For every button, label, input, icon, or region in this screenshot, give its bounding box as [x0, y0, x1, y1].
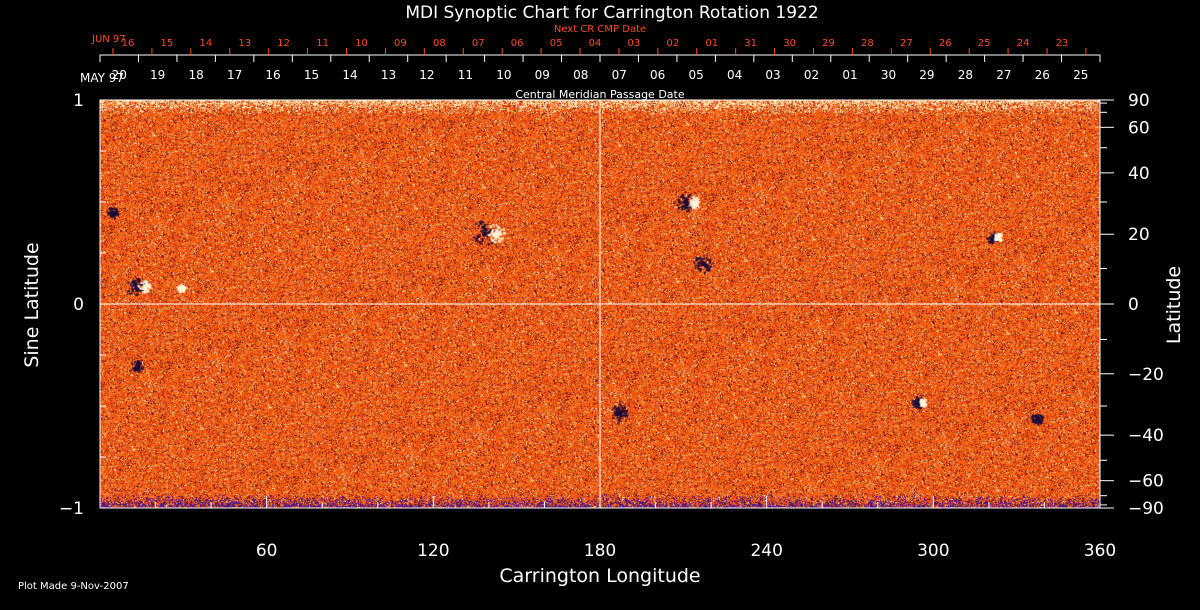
chart-title: MDI Synoptic Chart for Carrington Rotati…	[405, 3, 818, 23]
next-cr-date-label: 01	[705, 38, 718, 49]
y-axis-title-left: Sine Latitude	[21, 242, 43, 367]
cmp-date-label: 29	[919, 68, 934, 82]
right-axis: 90 60 40 20 0 −20 −40 −60 −90	[1100, 91, 1164, 519]
next-cr-date-label: 03	[628, 38, 641, 49]
cmp-date-label: 27	[996, 68, 1011, 82]
cmp-date-label: 17	[227, 68, 242, 82]
x-tick-label: 60	[256, 541, 278, 561]
cmp-date-label: 12	[419, 68, 434, 82]
x-tick-label: 240	[750, 541, 782, 561]
cmp-date-label: 18	[189, 68, 204, 82]
next-cr-date-label: 14	[199, 38, 212, 49]
y-tick-label-right: 60	[1128, 118, 1150, 138]
cmp-date-label: 01	[842, 68, 857, 82]
next-cr-date-label: 13	[238, 38, 251, 49]
plot-made-footer: Plot Made 9-Nov-2007	[18, 581, 129, 592]
next-cr-date-label: 06	[511, 38, 524, 49]
cmp-date-label: 28	[958, 68, 973, 82]
plot-frame	[99, 99, 1101, 509]
cmp-date-label: 20	[112, 68, 127, 82]
next-cr-date-label: 28	[861, 38, 874, 49]
cmp-date-label: 03	[765, 68, 780, 82]
y-tick-label-left: −1	[59, 499, 84, 519]
cmp-date-label: 05	[689, 68, 704, 82]
next-cr-date-label: 29	[822, 38, 835, 49]
y-tick-label-right: −60	[1128, 472, 1164, 492]
next-cr-date-label: 12	[277, 38, 290, 49]
y-tick-label-left: 0	[73, 295, 84, 315]
cmp-date-label: 04	[727, 68, 742, 82]
y-tick-label-right: 90	[1128, 91, 1150, 111]
y-tick-label-right: 40	[1128, 164, 1150, 184]
next-cr-date-label: 10	[355, 38, 368, 49]
next-cr-date-label: 23	[1056, 38, 1069, 49]
cmp-date-label: 13	[381, 68, 396, 82]
next-cr-date-label: 26	[939, 38, 952, 49]
next-cr-label: Next CR CMP Date	[554, 24, 646, 35]
y-tick-label-right: −40	[1128, 426, 1164, 446]
x-tick-label: 120	[417, 541, 449, 561]
cmp-date-label: 16	[265, 68, 280, 82]
top-date-axis: 20 19 18 17 16 15 14 13 12 11 10 09 08 07 06 05 04 03 02 01…	[99, 38, 1101, 82]
cmp-date-label: 08	[573, 68, 588, 82]
x-axis-title: Carrington Longitude	[499, 565, 700, 587]
cmp-date-label: 14	[342, 68, 357, 82]
cmp-date-label: 25	[1073, 68, 1088, 82]
top-axis-label: Central Meridian Passage Date	[515, 88, 684, 101]
month-outer-label: JUN 97	[91, 34, 126, 45]
cmp-date-label: 02	[804, 68, 819, 82]
next-cr-date-label: 02	[666, 38, 679, 49]
cmp-date-label: 09	[535, 68, 550, 82]
month-inner-label: MAY 97	[80, 71, 124, 85]
x-tick-label: 300	[917, 541, 949, 561]
cmp-date-label: 06	[650, 68, 665, 82]
cmp-date-label: 10	[496, 68, 511, 82]
next-cr-date-label: 11	[316, 38, 329, 49]
cmp-date-label: 11	[458, 68, 473, 82]
cmp-date-label: 26	[1035, 68, 1050, 82]
next-cr-date-label: 24	[1017, 38, 1030, 49]
next-cr-date-label: 27	[900, 38, 913, 49]
next-cr-date-label: 08	[433, 38, 446, 49]
next-cr-date-label: 15	[161, 38, 174, 49]
y-tick-label-right: −20	[1128, 365, 1164, 385]
next-cr-date-label: 31	[744, 38, 757, 49]
next-cr-date-label: 09	[394, 38, 407, 49]
left-axis: 1 0 −1	[59, 91, 106, 519]
cmp-date-label: 19	[150, 68, 165, 82]
cmp-date-label: 15	[304, 68, 319, 82]
y-tick-label-right: −90	[1128, 499, 1164, 519]
y-tick-label-right: 0	[1128, 295, 1139, 315]
x-tick-label: 360	[1084, 541, 1116, 561]
bottom-axis: 60 120 180 240 300 360	[99, 496, 1116, 561]
x-tick-label: 180	[584, 541, 616, 561]
next-cr-date-label: 05	[550, 38, 563, 49]
next-cr-date-label: 04	[589, 38, 602, 49]
next-cr-date-label: 07	[472, 38, 485, 49]
y-tick-label-left: 1	[73, 91, 84, 111]
next-cr-date-label: 16	[122, 38, 135, 49]
next-cr-date-label: 30	[783, 38, 796, 49]
y-axis-title-right: Latitude	[1163, 266, 1185, 344]
next-cr-date-label: 25	[978, 38, 991, 49]
cmp-date-label: 07	[612, 68, 627, 82]
cmp-date-label: 30	[881, 68, 896, 82]
y-tick-label-right: 20	[1128, 225, 1150, 245]
